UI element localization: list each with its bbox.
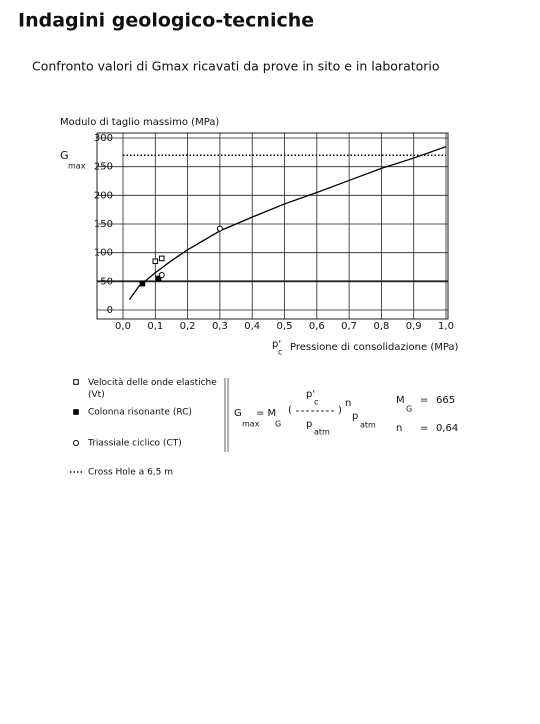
legend-swatch [73, 409, 79, 415]
point [158, 255, 165, 262]
formula-text: max [242, 420, 260, 429]
page-title: Indagini geologico-tecniche [18, 10, 314, 32]
formula-text: p' [306, 389, 315, 400]
x-tick-label: 0,0 [115, 321, 131, 332]
y-tick-label: 0 [107, 305, 113, 316]
x-symbol: p' [272, 339, 281, 350]
x-tick-label: 0,7 [341, 321, 357, 332]
formula-text: atm [314, 428, 330, 437]
formula-text: p [352, 411, 358, 422]
param-text: 0,64 [436, 423, 458, 434]
param-text: = [420, 423, 428, 434]
param-text: G [406, 405, 412, 414]
x-tick-label: 0,2 [180, 321, 196, 332]
y-tick-label: 100 [94, 248, 113, 259]
formula-text: c [314, 398, 318, 407]
plot-frame [96, 132, 449, 320]
formula-text: atm [360, 421, 376, 430]
param-text: n [396, 423, 402, 434]
x-tick-label: 1,0 [438, 321, 454, 332]
x-tick-label: 0,6 [309, 321, 325, 332]
point [216, 225, 223, 232]
y-tick-label: 250 [94, 162, 113, 173]
legend-label: Cross Hole a 6,5 m [88, 468, 173, 478]
param-text: M [396, 395, 405, 406]
x-tick-label: 0,8 [373, 321, 389, 332]
point [158, 272, 165, 279]
formula-text: ( [288, 405, 292, 416]
subtitle: Confronto valori di Gmax ricavati da pro… [32, 59, 440, 74]
point [155, 275, 162, 282]
formula-text: = M [256, 408, 276, 419]
x-tick-label: 0,5 [277, 321, 293, 332]
x-tick-label: 0,3 [212, 321, 228, 332]
fit-curve [128, 145, 447, 301]
y-tick-label: 200 [94, 190, 113, 201]
legend-label: Velocità delle onde elastiche (Vt) [88, 378, 217, 400]
x-axis-title: Pressione di consolidazione (MPa) [290, 342, 459, 353]
point [139, 280, 146, 287]
x-tick-label: 0,9 [406, 321, 422, 332]
legend-swatch [73, 440, 79, 446]
legend-label: Colonna risonante (RC) [88, 408, 192, 418]
x-tick-label: 0,1 [147, 321, 163, 332]
formula: G max = M G ( p' c p atm ) n p atm M G =… [234, 389, 458, 437]
x-tick-label: 0,4 [244, 321, 260, 332]
formula-text: ) [338, 405, 342, 416]
formula-text: n [345, 398, 351, 409]
y-symbol: G [60, 149, 69, 162]
y-tick-label: 150 [94, 219, 113, 230]
y-tick-label: 300 [94, 133, 113, 144]
point [152, 258, 159, 265]
formula-text: G [234, 408, 242, 419]
formula-text: G [275, 420, 281, 429]
legend: Velocità delle onde elastiche (Vt) Colonna… [70, 378, 217, 478]
y-axis-title: Modulo di taglio massimo (MPa) [60, 117, 219, 128]
legend-swatch [73, 379, 79, 385]
y-symbol-sub: max [68, 162, 86, 171]
x-symbol-sub: c [278, 348, 282, 357]
param-text: = [420, 395, 428, 406]
param-text: 665 [436, 395, 455, 406]
formula-text: p [306, 419, 312, 430]
legend-label: Triassiale ciclico (CT) [87, 439, 182, 449]
